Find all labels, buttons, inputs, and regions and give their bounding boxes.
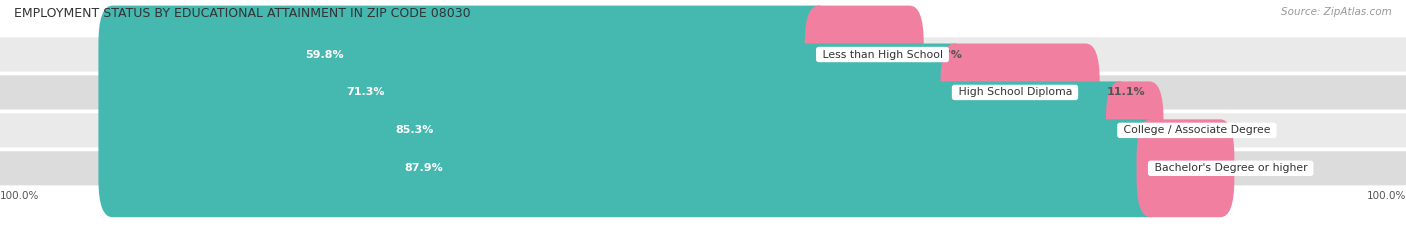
Text: Bachelor's Degree or higher: Bachelor's Degree or higher: [1150, 163, 1310, 173]
FancyBboxPatch shape: [98, 82, 1135, 179]
FancyBboxPatch shape: [0, 38, 1406, 72]
Text: 87.9%: 87.9%: [405, 163, 443, 173]
FancyBboxPatch shape: [941, 44, 1099, 141]
Text: 2.5%: 2.5%: [1171, 125, 1201, 135]
Text: College / Associate Degree: College / Associate Degree: [1121, 125, 1274, 135]
FancyBboxPatch shape: [804, 6, 924, 103]
FancyBboxPatch shape: [1136, 119, 1234, 217]
Text: Source: ZipAtlas.com: Source: ZipAtlas.com: [1281, 7, 1392, 17]
FancyBboxPatch shape: [0, 113, 1406, 147]
Text: 100.0%: 100.0%: [0, 191, 39, 201]
FancyBboxPatch shape: [98, 44, 969, 141]
Text: 71.3%: 71.3%: [346, 87, 384, 97]
Text: 100.0%: 100.0%: [1367, 191, 1406, 201]
Text: EMPLOYMENT STATUS BY EDUCATIONAL ATTAINMENT IN ZIP CODE 08030: EMPLOYMENT STATUS BY EDUCATIONAL ATTAINM…: [14, 7, 471, 20]
Text: High School Diploma: High School Diploma: [955, 87, 1076, 97]
Text: 5.9%: 5.9%: [1241, 163, 1272, 173]
FancyBboxPatch shape: [0, 151, 1406, 185]
Text: 11.1%: 11.1%: [1107, 87, 1146, 97]
FancyBboxPatch shape: [1107, 82, 1164, 179]
Text: 59.8%: 59.8%: [305, 49, 343, 59]
Text: 7.7%: 7.7%: [931, 49, 962, 59]
FancyBboxPatch shape: [98, 6, 832, 103]
Text: Less than High School: Less than High School: [818, 49, 946, 59]
FancyBboxPatch shape: [0, 75, 1406, 110]
Text: 85.3%: 85.3%: [395, 125, 434, 135]
FancyBboxPatch shape: [98, 119, 1164, 217]
